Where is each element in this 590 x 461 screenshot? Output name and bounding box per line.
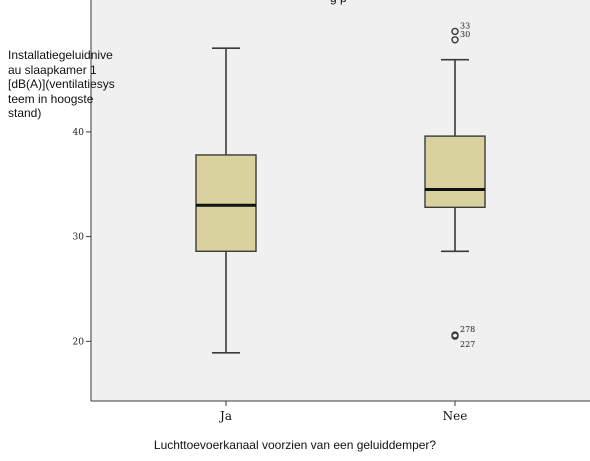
y-axis-label-line: teem in hoogste bbox=[8, 91, 94, 106]
y-axis-label: Installatiegeluidnive au slaapkamer 1 [dB(… bbox=[8, 48, 158, 121]
y-tick-label: 20 bbox=[73, 337, 85, 347]
x-tick-label: Ja bbox=[218, 409, 232, 423]
y-axis-label-line: [dB(A)](ventilatiesys bbox=[8, 77, 115, 91]
outlier-point bbox=[451, 27, 459, 36]
y-axis-label-line: au slaapkamer 1 bbox=[8, 62, 97, 77]
x-tick-label: Nee bbox=[443, 409, 468, 423]
box bbox=[424, 135, 486, 209]
outlier-label: 227 bbox=[460, 340, 475, 349]
y-axis-label-line: Installatiegeluidnive bbox=[8, 48, 113, 62]
outlier-label: 30 bbox=[460, 30, 470, 39]
y-tick-label: 40 bbox=[73, 128, 85, 138]
chart-title-fragment: g p bbox=[330, 0, 347, 5]
outlier-point bbox=[451, 332, 459, 340]
y-tick-label: 30 bbox=[73, 233, 85, 243]
box bbox=[195, 154, 257, 252]
outlier-point bbox=[451, 36, 459, 44]
outlier-label: 278 bbox=[460, 325, 475, 334]
y-axis-label-line: stand) bbox=[8, 106, 42, 120]
x-axis-label: Luchttoevoerkanaal voorzien van een gelu… bbox=[153, 438, 437, 452]
plot-area bbox=[91, 0, 590, 401]
outlier-label: 33 bbox=[460, 21, 470, 30]
